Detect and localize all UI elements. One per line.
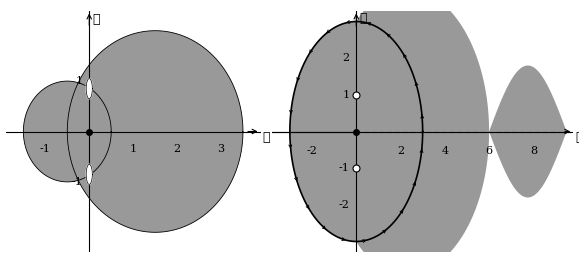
Text: ℜ: ℜ: [263, 130, 270, 144]
Text: -1: -1: [339, 163, 350, 173]
Text: 8: 8: [530, 146, 537, 156]
Text: 4: 4: [441, 146, 448, 156]
Text: 2: 2: [174, 144, 181, 154]
Text: 1: 1: [75, 76, 83, 86]
Text: -1: -1: [40, 144, 51, 154]
Text: 1: 1: [130, 144, 137, 154]
Polygon shape: [86, 79, 92, 99]
Text: ℜ: ℜ: [576, 131, 579, 144]
Text: -1: -1: [72, 177, 83, 187]
Text: ℑ: ℑ: [93, 13, 100, 26]
Text: 2: 2: [343, 53, 350, 63]
Polygon shape: [290, 22, 423, 241]
Polygon shape: [489, 65, 567, 198]
Text: -2: -2: [339, 200, 350, 210]
Text: 6: 6: [486, 146, 493, 156]
Text: 2: 2: [397, 146, 404, 156]
Text: ℑ: ℑ: [359, 12, 367, 25]
Text: 1: 1: [343, 90, 350, 100]
Text: 3: 3: [218, 144, 225, 154]
Polygon shape: [67, 31, 243, 232]
Polygon shape: [86, 164, 92, 184]
Text: -2: -2: [306, 146, 317, 156]
Polygon shape: [23, 81, 111, 182]
Polygon shape: [340, 0, 489, 263]
